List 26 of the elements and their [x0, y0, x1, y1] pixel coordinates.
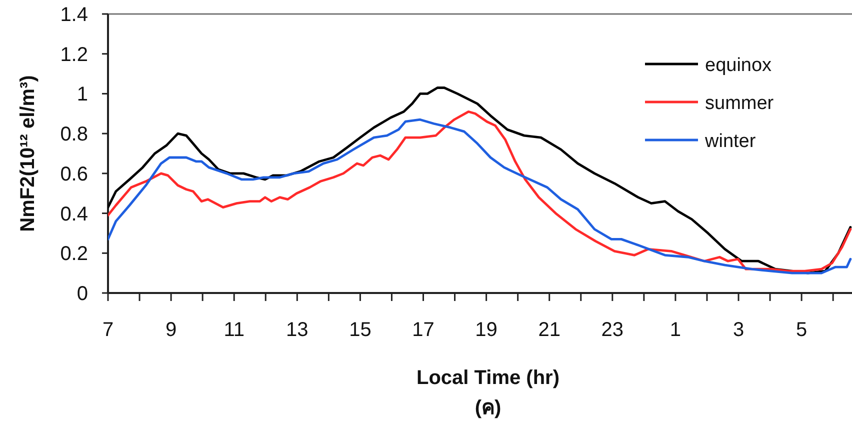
x-tick-label: 23: [601, 319, 624, 341]
x-tick-label: 11: [224, 319, 244, 341]
x-tick-label: 1: [670, 319, 682, 341]
y-tick-label: 1.4: [60, 4, 88, 26]
x-tick-label: 9: [165, 319, 177, 341]
x-tick-label: 19: [475, 319, 498, 341]
y-tick-label: 0.4: [60, 203, 88, 226]
y-tick-label: 0: [76, 283, 88, 305]
text: (ค): [474, 397, 502, 419]
x-axis-title: Local Time (hr): [416, 367, 560, 389]
x-tick-label: 17: [412, 319, 434, 341]
y-tick-label: 0.2: [60, 243, 88, 266]
y-tick-label: 0.8: [60, 124, 88, 146]
y-axis-title: NmF2(10¹² el/m³): [17, 75, 39, 232]
x-tick-label: 7: [102, 319, 114, 341]
y-tick-label: 1: [76, 84, 88, 106]
legend-label: summer: [705, 93, 774, 114]
legend-label: winter: [704, 131, 756, 152]
legend-label: equinox: [705, 55, 772, 76]
y-tick-label: 1.2: [60, 44, 88, 66]
x-tick-label: 5: [796, 319, 808, 341]
x-tick-label: 13: [286, 319, 308, 341]
x-tick-label: 15: [349, 319, 372, 341]
x-tick-label: 21: [538, 319, 560, 341]
x-tick-label: 3: [732, 319, 744, 341]
y-tick-label: 0.6: [60, 163, 88, 186]
